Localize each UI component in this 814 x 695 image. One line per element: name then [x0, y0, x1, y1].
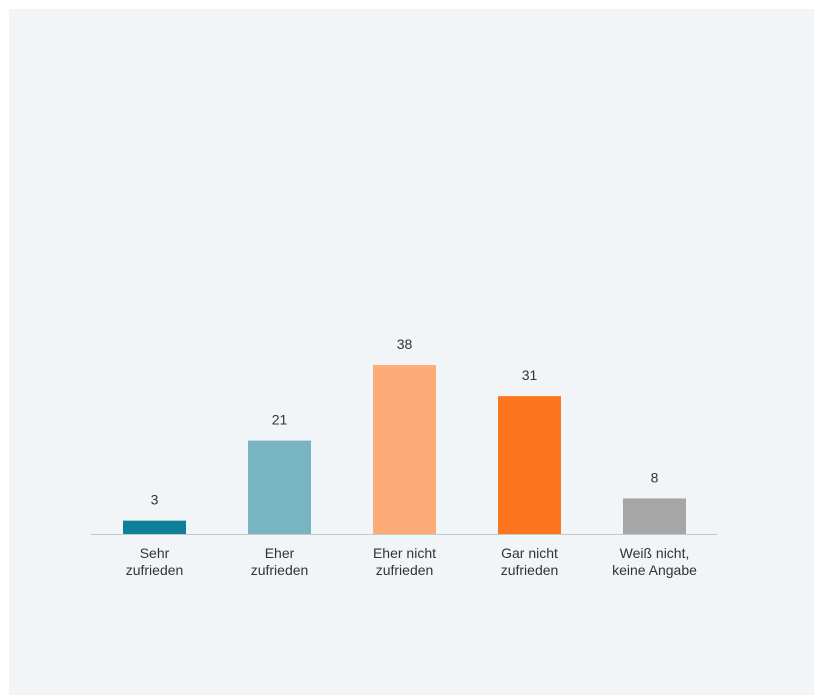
bar-3: [373, 365, 436, 534]
category-label-3: Eher nicht zufrieden: [373, 545, 436, 578]
category-label-line: Sehr: [140, 545, 170, 561]
category-label-line: zufrieden: [501, 562, 559, 578]
data-label-5: 8: [651, 469, 659, 485]
category-label-1: Sehr zufrieden: [126, 545, 184, 578]
category-label-line: zufrieden: [126, 562, 184, 578]
bar-2: [248, 440, 311, 534]
chart-panel: [9, 9, 814, 695]
category-label-5: Weiß nicht, keine Angabe: [612, 545, 697, 578]
value-labels-group: 3 21 38 31 8: [151, 336, 659, 508]
category-label-line: zufrieden: [376, 562, 434, 578]
category-label-line: zufrieden: [251, 562, 309, 578]
bars-group: [123, 365, 686, 534]
bar-1: [123, 520, 186, 534]
category-label-4: Gar nicht zufrieden: [501, 545, 559, 578]
category-label-2: Eher zufrieden: [251, 545, 309, 578]
data-label-2: 21: [272, 412, 288, 428]
category-label-line: Weiß nicht,: [620, 545, 690, 561]
bar-4: [498, 396, 561, 534]
bar-5: [623, 498, 686, 534]
data-label-1: 3: [151, 492, 159, 508]
data-label-3: 38: [397, 336, 413, 352]
category-label-line: Eher: [265, 545, 295, 561]
category-label-line: Gar nicht: [501, 545, 558, 561]
category-label-line: Eher nicht: [373, 545, 436, 561]
category-label-line: keine Angabe: [612, 562, 697, 578]
data-label-4: 31: [522, 367, 538, 383]
